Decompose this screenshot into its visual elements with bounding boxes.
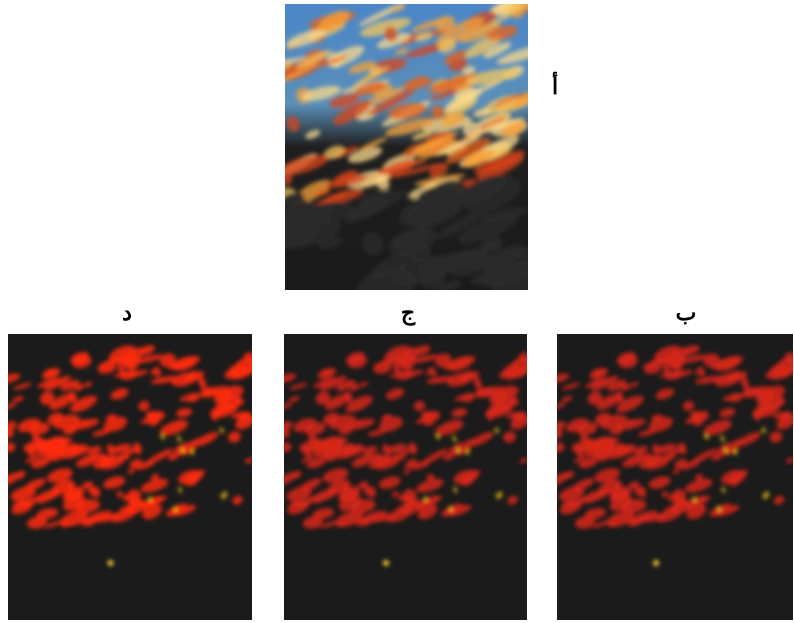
panel-label: ب [676, 300, 697, 326]
figure: أ ب ج د [0, 0, 794, 623]
panel-label: أ [552, 71, 558, 100]
panel-label: د [122, 300, 132, 326]
page: أ ب ج د (() => { const data = JSON.parse… [0, 0, 794, 623]
panel-label: ج [401, 300, 416, 326]
